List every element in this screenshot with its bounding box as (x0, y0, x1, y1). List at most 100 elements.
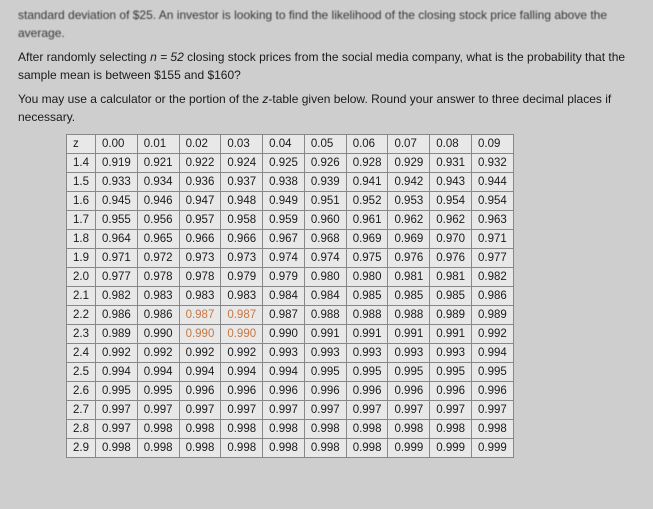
z-table-cell: 0.931 (430, 154, 472, 173)
z-table-cell: 0.993 (263, 344, 305, 363)
z-table-cell: 0.978 (179, 268, 221, 287)
z-table-cell: 0.957 (179, 211, 221, 230)
z-table-cell: 0.998 (179, 420, 221, 439)
z-table-cell: 0.977 (472, 249, 514, 268)
z-table-cell: 0.951 (304, 192, 346, 211)
text-fragment: After randomly selecting (18, 50, 150, 64)
z-table-cell: 0.997 (472, 401, 514, 420)
z-table-cell: 0.966 (221, 230, 263, 249)
z-table-cell: 0.969 (388, 230, 430, 249)
z-table-cell: 0.995 (430, 363, 472, 382)
z-table-cell: 0.963 (472, 211, 514, 230)
z-table-header-cell: 0.05 (304, 135, 346, 154)
z-table-cell: 0.990 (221, 325, 263, 344)
z-table-cell: 0.989 (96, 325, 138, 344)
z-table-cell: 0.994 (472, 344, 514, 363)
z-table-cell: 0.991 (346, 325, 388, 344)
z-table-cell: 0.980 (304, 268, 346, 287)
z-table-cell: 0.938 (263, 173, 305, 192)
z-table-cell: 0.992 (221, 344, 263, 363)
z-table-cell: 0.954 (430, 192, 472, 211)
z-table-cell: 0.955 (96, 211, 138, 230)
z-table-cell: 0.990 (179, 325, 221, 344)
z-table-cell: 0.984 (304, 287, 346, 306)
z-table-cell: 0.945 (96, 192, 138, 211)
z-table-cell: 0.998 (263, 439, 305, 458)
z-table-cell: 0.973 (179, 249, 221, 268)
z-table-cell: 0.941 (346, 173, 388, 192)
z-table-cell: 1.9 (67, 249, 96, 268)
problem-text-3: You may use a calculator or the portion … (18, 90, 637, 126)
z-table-cell: 0.988 (346, 306, 388, 325)
z-table-cell: 0.987 (179, 306, 221, 325)
z-table-cell: 0.959 (263, 211, 305, 230)
z-table-cell: 0.993 (430, 344, 472, 363)
z-table-cell: 0.996 (221, 382, 263, 401)
z-table-cell: 2.8 (67, 420, 96, 439)
z-table-cell: 0.961 (346, 211, 388, 230)
z-table-cell: 0.995 (96, 382, 138, 401)
z-table-cell: 0.980 (346, 268, 388, 287)
z-table-cell: 0.996 (388, 382, 430, 401)
z-table-cell: 2.1 (67, 287, 96, 306)
z-table-cell: 0.990 (263, 325, 305, 344)
z-table-cell: 0.956 (137, 211, 179, 230)
z-table-cell: 0.992 (96, 344, 138, 363)
z-table-cell: 0.988 (304, 306, 346, 325)
z-table-header-cell: 0.02 (179, 135, 221, 154)
z-table-cell: 0.996 (179, 382, 221, 401)
z-table-cell: 0.995 (346, 363, 388, 382)
z-table-cell: 0.998 (304, 420, 346, 439)
z-table-cell: 0.962 (430, 211, 472, 230)
z-table-cell: 0.971 (472, 230, 514, 249)
z-table-cell: 0.994 (179, 363, 221, 382)
z-table-cell: 0.952 (346, 192, 388, 211)
z-table-cell: 0.998 (137, 420, 179, 439)
z-table-cell: 0.978 (137, 268, 179, 287)
z-table-cell: 0.989 (472, 306, 514, 325)
z-table-cell: 0.999 (430, 439, 472, 458)
z-table-cell: 0.991 (430, 325, 472, 344)
z-table-cell: 0.997 (137, 401, 179, 420)
z-table-header-cell: 0.00 (96, 135, 138, 154)
z-table-cell: 0.967 (263, 230, 305, 249)
z-table-cell: 0.924 (221, 154, 263, 173)
z-table-cell: 0.937 (221, 173, 263, 192)
z-table-cell: 0.998 (96, 439, 138, 458)
z-table-cell: 2.3 (67, 325, 96, 344)
z-table-cell: 0.982 (472, 268, 514, 287)
z-table-cell: 1.5 (67, 173, 96, 192)
z-table-cell: 0.969 (346, 230, 388, 249)
z-table-cell: 0.997 (304, 401, 346, 420)
z-table-cell: 0.979 (221, 268, 263, 287)
z-table-header-cell: z (67, 135, 96, 154)
z-table-cell: 0.985 (346, 287, 388, 306)
z-table-cell: 0.983 (137, 287, 179, 306)
z-table-cell: 0.981 (388, 268, 430, 287)
z-table-cell: 0.996 (472, 382, 514, 401)
z-table-cell: 0.922 (179, 154, 221, 173)
z-table-cell: 0.929 (388, 154, 430, 173)
z-table-cell: 0.926 (304, 154, 346, 173)
z-table-cell: 0.943 (430, 173, 472, 192)
z-table-cell: 0.958 (221, 211, 263, 230)
z-table-cell: 0.998 (179, 439, 221, 458)
z-table-cell: 0.997 (346, 401, 388, 420)
z-table-cell: 0.947 (179, 192, 221, 211)
z-table-cell: 1.7 (67, 211, 96, 230)
problem-text-1: standard deviation of $25. An investor i… (18, 6, 637, 42)
z-table-cell: 0.998 (263, 420, 305, 439)
z-table-cell: 0.994 (96, 363, 138, 382)
z-table-cell: 0.973 (221, 249, 263, 268)
z-table-cell: 0.953 (388, 192, 430, 211)
z-table-cell: 0.954 (472, 192, 514, 211)
z-table-cell: 0.939 (304, 173, 346, 192)
z-table-cell: 0.998 (304, 439, 346, 458)
z-table-cell: 0.997 (388, 401, 430, 420)
z-table-cell: 0.986 (137, 306, 179, 325)
z-table-cell: 0.995 (304, 363, 346, 382)
z-table-cell: 0.993 (346, 344, 388, 363)
z-table-cell: 0.964 (96, 230, 138, 249)
z-table-cell: 0.994 (263, 363, 305, 382)
z-table-cell: 0.970 (430, 230, 472, 249)
